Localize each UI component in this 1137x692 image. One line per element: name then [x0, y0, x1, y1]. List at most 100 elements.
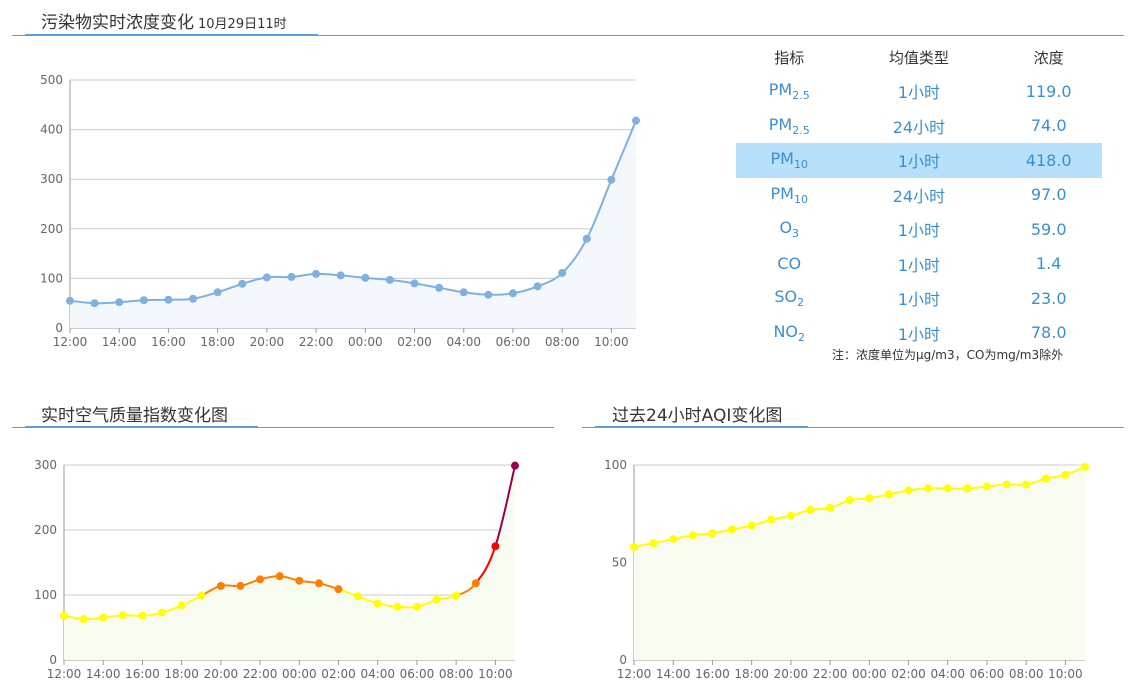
data-point[interactable]: [1002, 480, 1011, 489]
data-point[interactable]: [118, 611, 127, 620]
pollutant-subscript: 2.5: [792, 89, 810, 103]
data-point[interactable]: [845, 496, 854, 505]
data-point[interactable]: [904, 486, 913, 495]
data-point[interactable]: [197, 591, 206, 600]
x-tick-label: 02:00: [397, 335, 432, 349]
data-point[interactable]: [189, 294, 198, 303]
data-point[interactable]: [884, 490, 893, 499]
data-point[interactable]: [708, 529, 717, 538]
data-point[interactable]: [412, 602, 421, 611]
data-point[interactable]: [558, 268, 567, 277]
data-point[interactable]: [79, 615, 88, 624]
data-point[interactable]: [452, 591, 461, 600]
data-point[interactable]: [314, 579, 323, 588]
data-point[interactable]: [982, 482, 991, 491]
data-point[interactable]: [275, 572, 284, 581]
data-point[interactable]: [607, 175, 616, 184]
data-point[interactable]: [786, 511, 795, 520]
data-point[interactable]: [256, 575, 265, 584]
x-tick-label: 12:00: [617, 667, 652, 681]
x-tick-label: 00:00: [852, 667, 887, 681]
average-type: 1小时: [897, 83, 941, 103]
data-point[interactable]: [435, 283, 444, 292]
data-point[interactable]: [115, 298, 124, 307]
data-point[interactable]: [66, 296, 74, 305]
aqi-24h-line-chart: 0 50 100 12:00 14:00 16:00 18:00 20:00 22:00 00:0…: [604, 458, 1089, 681]
data-point[interactable]: [767, 515, 776, 524]
data-point[interactable]: [90, 299, 99, 308]
data-point[interactable]: [533, 282, 542, 291]
data-point[interactable]: [238, 279, 247, 288]
aqi-realtime-line-chart: 0 100 200 300 12:00 14:00 16:00 18:00 20:00 22:00…: [34, 458, 519, 681]
data-point[interactable]: [177, 601, 186, 610]
data-point[interactable]: [471, 579, 480, 588]
x-tick-label: 16:00: [695, 667, 730, 681]
data-point[interactable]: [216, 581, 225, 590]
data-point[interactable]: [354, 592, 363, 601]
x-tick-label: 02:00: [891, 667, 926, 681]
x-tick-label: 16:00: [151, 335, 186, 349]
data-point[interactable]: [511, 461, 519, 470]
pollutant-symbol: NO: [773, 321, 799, 341]
data-point[interactable]: [728, 525, 737, 534]
data-point[interactable]: [943, 484, 952, 493]
data-point[interactable]: [312, 269, 321, 278]
data-point[interactable]: [99, 613, 108, 622]
data-point[interactable]: [688, 531, 697, 540]
pollutant-name: NO2: [736, 316, 842, 351]
data-point[interactable]: [139, 296, 148, 305]
data-point[interactable]: [336, 271, 345, 280]
pollutant-symbol: PM: [768, 80, 793, 100]
data-point[interactable]: [1061, 470, 1070, 479]
data-point[interactable]: [385, 275, 394, 284]
data-point[interactable]: [630, 542, 638, 551]
data-point[interactable]: [138, 611, 147, 620]
y-tick-label: 0: [619, 653, 627, 667]
y-tick-label: 50: [612, 556, 627, 570]
x-tick-label: 18:00: [200, 335, 235, 349]
data-point[interactable]: [826, 503, 835, 512]
data-point[interactable]: [459, 288, 468, 297]
average-type: 24小时: [892, 186, 946, 206]
data-point[interactable]: [1041, 474, 1050, 483]
data-point[interactable]: [410, 279, 419, 288]
data-point[interactable]: [334, 585, 343, 594]
x-tick-label: 22:00: [299, 335, 334, 349]
data-point[interactable]: [582, 234, 591, 243]
average-type: 1小时: [897, 290, 941, 310]
data-point[interactable]: [236, 581, 245, 590]
unit-note: 注：浓度单位为μg/m3，CO为mg/m3除外: [832, 348, 1064, 362]
bottom-left-title-underline: [25, 426, 258, 428]
data-point[interactable]: [1081, 462, 1089, 471]
series-line-segment: [494, 465, 516, 547]
data-point[interactable]: [491, 542, 500, 551]
data-point[interactable]: [158, 608, 167, 617]
data-point[interactable]: [295, 576, 304, 585]
x-tick-label: 18:00: [164, 667, 199, 681]
data-point[interactable]: [865, 494, 874, 503]
data-point[interactable]: [1022, 480, 1031, 489]
average-type: 24小时: [892, 117, 946, 137]
data-point[interactable]: [164, 295, 173, 304]
top-title-underline: [25, 34, 318, 36]
data-point[interactable]: [632, 116, 640, 125]
pollutant-name: CO: [736, 247, 842, 282]
data-point[interactable]: [60, 611, 68, 620]
data-point[interactable]: [508, 289, 517, 298]
data-point[interactable]: [806, 505, 815, 514]
data-point[interactable]: [393, 602, 402, 611]
data-point[interactable]: [484, 290, 493, 299]
data-point[interactable]: [963, 484, 972, 493]
data-point[interactable]: [649, 539, 658, 547]
data-point[interactable]: [213, 288, 222, 297]
data-point[interactable]: [747, 521, 756, 530]
pollutant-symbol: PM: [770, 183, 794, 203]
data-point[interactable]: [287, 272, 296, 281]
pollutant-name: PM10: [736, 143, 843, 178]
data-point[interactable]: [373, 599, 382, 608]
data-point[interactable]: [262, 273, 271, 282]
data-point[interactable]: [924, 484, 933, 493]
data-point[interactable]: [669, 535, 678, 544]
data-point[interactable]: [361, 273, 370, 282]
data-point[interactable]: [432, 595, 441, 604]
